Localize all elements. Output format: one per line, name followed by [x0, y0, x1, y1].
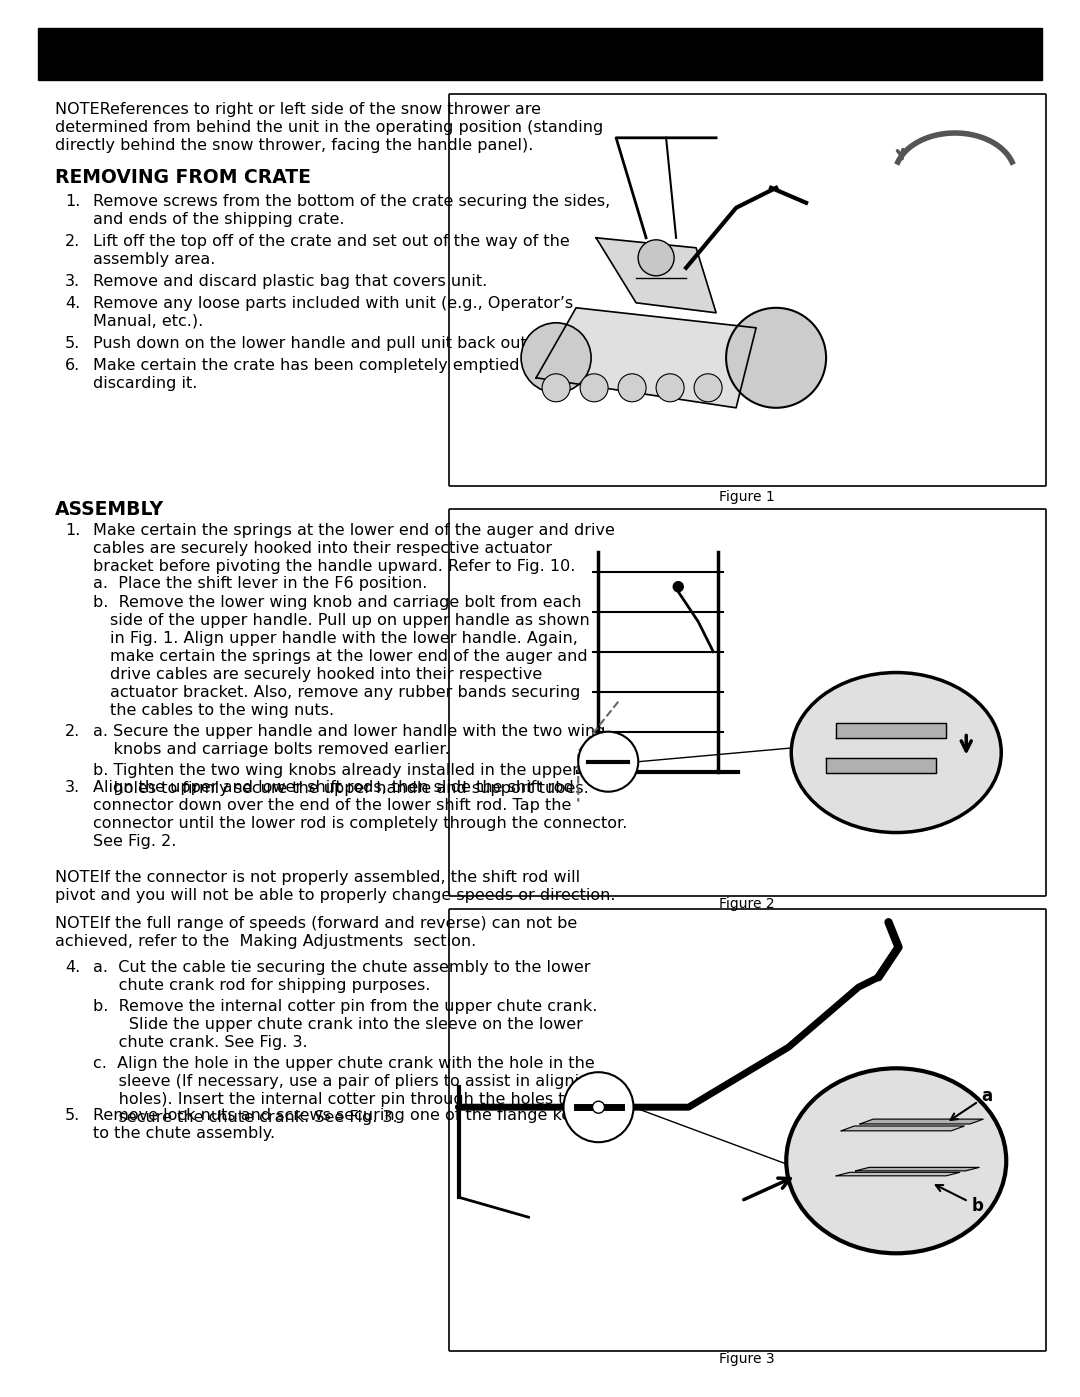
Text: Figure 1: Figure 1	[719, 490, 774, 504]
Text: See Fig. 2.: See Fig. 2.	[93, 834, 176, 849]
FancyBboxPatch shape	[449, 94, 1047, 486]
Polygon shape	[860, 1119, 983, 1125]
Ellipse shape	[792, 672, 1001, 833]
Polygon shape	[826, 757, 936, 773]
Text: Make certain the springs at the lower end of the auger and drive: Make certain the springs at the lower en…	[93, 522, 615, 538]
Text: 5.: 5.	[65, 337, 80, 351]
Text: connector down over the end of the lower shift rod. Tap the: connector down over the end of the lower…	[93, 798, 571, 813]
Text: 1.: 1.	[65, 522, 80, 538]
Text: NOTEIf the connector is not properly assembled, the shift rod will: NOTEIf the connector is not properly ass…	[55, 870, 580, 886]
Text: a.  Cut the cable tie securing the chute assembly to the lower: a. Cut the cable tie securing the chute …	[93, 960, 591, 975]
Text: in Fig. 1. Align upper handle with the lower handle. Again,: in Fig. 1. Align upper handle with the l…	[110, 631, 578, 645]
Circle shape	[694, 374, 723, 402]
Text: Figure 3: Figure 3	[719, 1352, 774, 1366]
Text: pivot and you will not be able to properly change speeds or direction.: pivot and you will not be able to proper…	[55, 888, 616, 902]
Text: Remove lock nuts and screws securing one of the flange keepers: Remove lock nuts and screws securing one…	[93, 1108, 616, 1123]
Text: ASSEMBLY: ASSEMBLY	[55, 500, 164, 520]
Text: secure the chute crank. See Fig. 3.: secure the chute crank. See Fig. 3.	[93, 1111, 397, 1125]
Circle shape	[656, 374, 684, 402]
Text: knobs and carriage bolts removed earlier.: knobs and carriage bolts removed earlier…	[93, 742, 449, 757]
Text: bracket before pivoting the handle upward. Refer to Fig. 10.: bracket before pivoting the handle upwar…	[93, 559, 576, 574]
Text: 2.: 2.	[65, 724, 80, 739]
Text: determined from behind the unit in the operating position (standing: determined from behind the unit in the o…	[55, 120, 604, 136]
FancyBboxPatch shape	[449, 509, 1047, 895]
Text: Push down on the lower handle and pull unit back out of crate.: Push down on the lower handle and pull u…	[93, 337, 599, 351]
Text: chute crank. See Fig. 3.: chute crank. See Fig. 3.	[93, 1035, 308, 1051]
Circle shape	[618, 374, 646, 402]
Text: Remove screws from the bottom of the crate securing the sides,: Remove screws from the bottom of the cra…	[93, 194, 610, 210]
Text: a. Secure the upper handle and lower handle with the two wing: a. Secure the upper handle and lower han…	[93, 724, 606, 739]
Text: REMOVING FROM CRATE: REMOVING FROM CRATE	[55, 168, 311, 187]
Text: directly behind the snow thrower, facing the handle panel).: directly behind the snow thrower, facing…	[55, 138, 534, 154]
Text: sleeve (If necessary, use a pair of pliers to assist in aligning: sleeve (If necessary, use a pair of plie…	[93, 1074, 599, 1090]
Polygon shape	[536, 307, 756, 408]
Text: connector until the lower rod is completely through the connector.: connector until the lower rod is complet…	[93, 816, 627, 831]
Text: Make certain the crate has been completely emptied before: Make certain the crate has been complete…	[93, 358, 577, 373]
Text: 2.: 2.	[65, 235, 80, 249]
Circle shape	[578, 732, 638, 792]
Ellipse shape	[786, 1069, 1007, 1253]
Circle shape	[522, 323, 591, 393]
Polygon shape	[836, 1172, 960, 1176]
Text: achieved, refer to the  Making Adjustments  section.: achieved, refer to the Making Adjustment…	[55, 935, 476, 949]
Text: Remove and discard plastic bag that covers unit.: Remove and discard plastic bag that cove…	[93, 274, 487, 289]
Text: NOTEReferences to right or left side of the snow thrower are: NOTEReferences to right or left side of …	[55, 102, 541, 117]
Text: Remove any loose parts included with unit (e.g., Operator’s: Remove any loose parts included with uni…	[93, 296, 573, 312]
Text: 1.: 1.	[65, 194, 80, 210]
Text: a: a	[950, 1087, 993, 1120]
Text: 3.: 3.	[65, 274, 80, 289]
Text: Align the upper and lower shift rods, then slide the shift rod: Align the upper and lower shift rods, th…	[93, 780, 573, 795]
Text: holes to firmly secure the upper handle and support tubes.: holes to firmly secure the upper handle …	[93, 781, 589, 796]
Text: Figure 2: Figure 2	[719, 897, 774, 911]
Text: drive cables are securely hooked into their respective: drive cables are securely hooked into th…	[110, 666, 542, 682]
Text: 4.: 4.	[65, 296, 80, 312]
Circle shape	[542, 374, 570, 402]
Text: 6.: 6.	[65, 358, 80, 373]
Text: holes). Insert the internal cotter pin through the holes to: holes). Insert the internal cotter pin t…	[93, 1092, 575, 1106]
Circle shape	[564, 1073, 634, 1143]
Text: 4.: 4.	[65, 960, 80, 975]
Bar	[38, 28, 1042, 80]
Circle shape	[580, 374, 608, 402]
Text: Lift off the top off of the crate and set out of the way of the: Lift off the top off of the crate and se…	[93, 235, 570, 249]
Text: actuator bracket. Also, remove any rubber bands securing: actuator bracket. Also, remove any rubbe…	[110, 685, 580, 700]
Text: 5.: 5.	[65, 1108, 80, 1123]
Circle shape	[726, 307, 826, 408]
Text: b. Tighten the two wing knobs already installed in the upper: b. Tighten the two wing knobs already in…	[93, 763, 579, 778]
Text: chute crank rod for shipping purposes.: chute crank rod for shipping purposes.	[93, 978, 430, 993]
Text: c.  Align the hole in the upper chute crank with the hole in the: c. Align the hole in the upper chute cra…	[93, 1056, 595, 1071]
Circle shape	[638, 240, 674, 275]
Text: Slide the upper chute crank into the sleeve on the lower: Slide the upper chute crank into the sle…	[93, 1017, 583, 1032]
Text: side of the upper handle. Pull up on upper handle as shown: side of the upper handle. Pull up on upp…	[110, 613, 590, 629]
Text: b.  Remove the internal cotter pin from the upper chute crank.: b. Remove the internal cotter pin from t…	[93, 999, 597, 1014]
Text: and ends of the shipping crate.: and ends of the shipping crate.	[93, 212, 345, 226]
Polygon shape	[836, 722, 946, 738]
Text: a.  Place the shift lever in the F6 position.: a. Place the shift lever in the F6 posit…	[93, 576, 428, 591]
Text: assembly area.: assembly area.	[93, 251, 215, 267]
Text: discarding it.: discarding it.	[93, 376, 198, 391]
Text: 3.: 3.	[65, 780, 80, 795]
Text: NOTEIf the full range of speeds (forward and reverse) can not be: NOTEIf the full range of speeds (forward…	[55, 916, 577, 930]
Text: make certain the springs at the lower end of the auger and: make certain the springs at the lower en…	[110, 650, 588, 664]
Text: cables are securely hooked into their respective actuator: cables are securely hooked into their re…	[93, 541, 552, 556]
Text: to the chute assembly.: to the chute assembly.	[93, 1126, 275, 1141]
Polygon shape	[596, 237, 716, 313]
Text: Manual, etc.).: Manual, etc.).	[93, 314, 203, 330]
Text: b.  Remove the lower wing knob and carriage bolt from each: b. Remove the lower wing knob and carria…	[93, 595, 581, 610]
Text: the cables to the wing nuts.: the cables to the wing nuts.	[110, 703, 334, 718]
Text: b: b	[935, 1185, 983, 1215]
Circle shape	[593, 1101, 605, 1113]
Polygon shape	[841, 1126, 964, 1130]
Circle shape	[673, 581, 684, 592]
Polygon shape	[855, 1168, 980, 1171]
FancyBboxPatch shape	[449, 909, 1047, 1351]
